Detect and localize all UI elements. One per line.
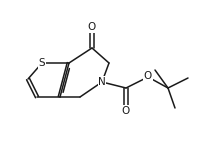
Text: O: O: [144, 71, 152, 81]
Text: O: O: [88, 22, 96, 32]
Text: O: O: [122, 106, 130, 116]
Text: N: N: [98, 77, 106, 87]
Text: S: S: [39, 58, 45, 68]
